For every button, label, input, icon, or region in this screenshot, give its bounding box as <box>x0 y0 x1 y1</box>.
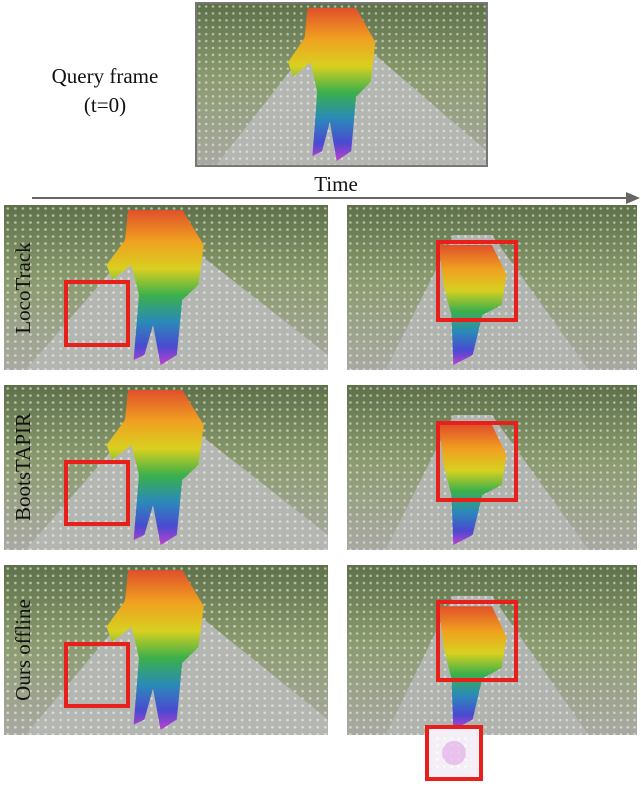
figure: Query frame (t=0) Time LocoTrack BootsTA… <box>0 0 641 782</box>
frame-image <box>4 205 328 370</box>
frame-image <box>347 205 637 370</box>
row-bootstapir: BootsTAPIR <box>4 385 637 550</box>
frame-image <box>4 565 328 735</box>
query-time: (t=0) <box>84 93 126 117</box>
frame-image <box>4 385 328 550</box>
method-label: Ours offline <box>11 599 35 701</box>
row-ours: Ours offline <box>4 565 637 779</box>
offscreen-points <box>442 741 466 765</box>
row-locotrack: LocoTrack <box>4 205 637 370</box>
frame-image <box>347 385 637 550</box>
page: Query frame (t=0) Time LocoTrack BootsTA… <box>0 0 641 782</box>
query-image <box>196 3 487 166</box>
frame-image <box>347 565 637 735</box>
time-label: Time <box>314 172 358 196</box>
method-label: BootsTAPIR <box>11 413 35 521</box>
time-arrowhead <box>626 192 640 204</box>
method-label: LocoTrack <box>11 242 35 334</box>
query-label: Query frame <box>52 64 159 88</box>
